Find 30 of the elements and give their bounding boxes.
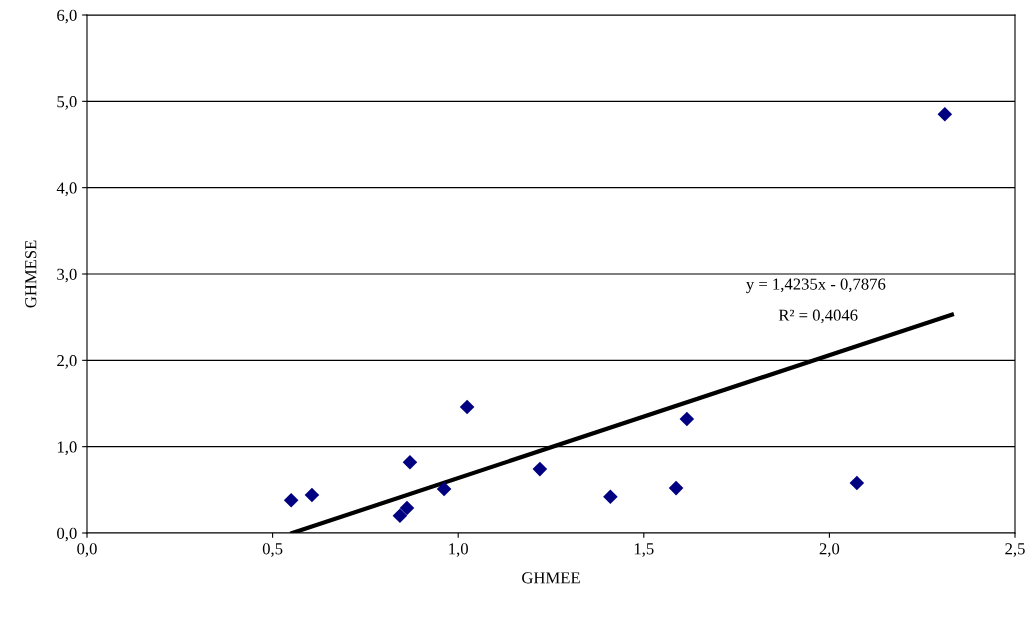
- point: [399, 500, 415, 516]
- x-axis-title: GHMEE: [522, 572, 580, 584]
- point: [392, 508, 408, 524]
- point: [679, 411, 695, 427]
- y-tick-label: 4,0: [56, 182, 77, 197]
- point: [937, 107, 953, 122]
- y-tick-label: 3,0: [57, 268, 77, 283]
- x-tick-label: 2,5: [1005, 543, 1025, 557]
- point: [283, 492, 299, 508]
- x-tick-label: 0,0: [77, 543, 97, 557]
- point: [603, 489, 618, 505]
- y-axis-title: GHMESE: [25, 240, 37, 308]
- y-tick-label: 6,0: [57, 9, 77, 24]
- point: [849, 475, 865, 491]
- y-tick-label: 1,0: [57, 441, 77, 456]
- x-tick-label: 0,5: [262, 543, 283, 557]
- y-tick-label: 0,0: [57, 527, 77, 542]
- point: [304, 487, 320, 503]
- point: [402, 454, 418, 470]
- x-tick-label: 1,5: [634, 543, 654, 557]
- annotation: R² = 0,4046: [778, 309, 858, 324]
- y-tick-label: 2,0: [57, 355, 77, 369]
- point: [436, 481, 452, 497]
- point: [532, 461, 548, 477]
- point: [668, 480, 684, 496]
- x-tick-label: 1,0: [449, 543, 468, 557]
- x-tick-label: 2,0: [819, 543, 840, 557]
- y-tick-label: 5,0: [57, 96, 77, 110]
- annotation: y = 1,4235x - 0,7876: [746, 278, 886, 294]
- point: [459, 399, 475, 415]
